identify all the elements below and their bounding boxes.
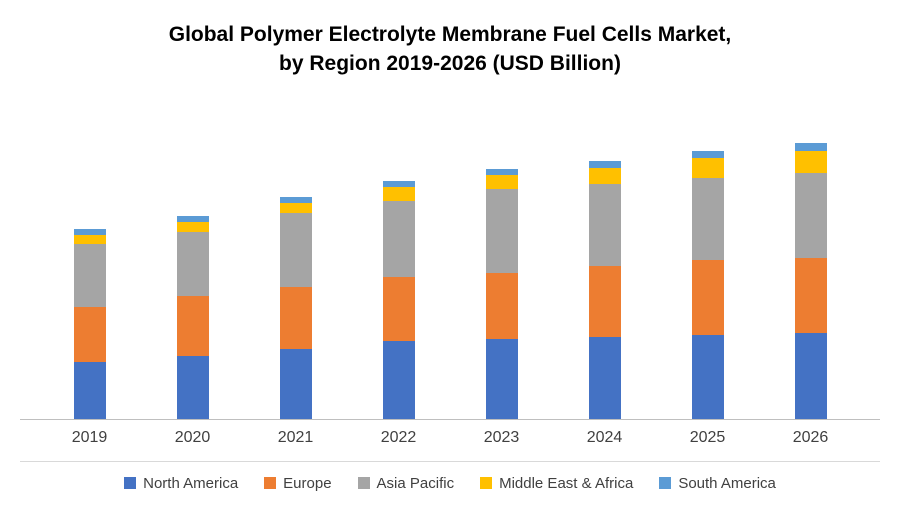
bar-segment (485, 272, 518, 339)
bar-segment (176, 221, 209, 232)
x-axis: 2019 2020 2021 2022 2023 2024 2025 2026 (20, 420, 880, 462)
stacked-bar-2024 (588, 160, 621, 419)
x-axis-label: 2024 (586, 428, 623, 446)
bar-segment (382, 276, 415, 341)
legend-item: Middle East & Africa (480, 475, 633, 492)
bar-segment (382, 200, 415, 277)
bar-segment (691, 259, 724, 335)
legend-label: Asia Pacific (376, 474, 455, 492)
legend-label: Europe (283, 474, 332, 492)
bar-segment (382, 340, 415, 419)
bar-segment (794, 332, 827, 419)
legend-item: South America (659, 475, 776, 492)
stacked-bar-2026 (794, 142, 827, 419)
bar-segment (588, 336, 621, 419)
bar-segment (794, 257, 827, 333)
x-axis-label: 2023 (483, 428, 520, 446)
bar-segment (73, 243, 106, 307)
bar-cell-2023 (450, 168, 553, 419)
bar-segment (382, 186, 415, 201)
stacked-bar-2022 (382, 180, 415, 419)
bar-segment (588, 183, 621, 266)
stacked-bar-2020 (176, 215, 209, 419)
bar-segment (73, 234, 106, 244)
stacked-bar-2021 (279, 196, 312, 419)
bar-segment (588, 167, 621, 184)
legend-swatch-icon (480, 477, 493, 490)
bar-segment (794, 172, 827, 258)
legend-swatch-icon (124, 477, 137, 490)
bar-segment (485, 168, 518, 175)
bar-segment (279, 286, 312, 349)
bar-segment (176, 295, 209, 356)
x-axis-label: 2019 (71, 428, 108, 446)
legend-item: Asia Pacific (357, 474, 455, 492)
bar-segment (485, 338, 518, 419)
legend-swatch-icon (357, 477, 370, 490)
legend-item: North America (124, 475, 238, 492)
bar-segment (691, 177, 724, 260)
legend-label: South America (678, 474, 776, 492)
x-axis-label: 2021 (277, 428, 314, 446)
bar-segment (691, 150, 724, 158)
x-axis-label: 2026 (792, 428, 829, 446)
bar-cell-2024 (553, 160, 656, 419)
x-axis-label: 2025 (689, 428, 726, 446)
bar-segment (691, 157, 724, 178)
bar-cell-2019 (38, 228, 141, 419)
bars-row (20, 142, 880, 419)
x-axis-label: 2022 (380, 428, 417, 446)
bar-cell-2021 (244, 196, 347, 419)
legend-swatch-icon (264, 477, 277, 490)
bar-segment (794, 150, 827, 173)
stacked-bar-2023 (485, 168, 518, 419)
plot-area (20, 89, 880, 420)
bar-segment (588, 265, 621, 337)
bar-segment (73, 306, 106, 362)
bar-segment (382, 180, 415, 187)
bar-segment (279, 212, 312, 287)
bar-segment (279, 196, 312, 203)
bar-segment (176, 355, 209, 419)
bar-segment (794, 142, 827, 151)
legend-swatch-icon (659, 477, 672, 490)
bar-segment (73, 361, 106, 419)
bar-segment (485, 174, 518, 189)
bar-segment (279, 348, 312, 419)
legend-item: Europe (264, 474, 332, 492)
bar-cell-2025 (656, 150, 759, 419)
chart-title: Global Polymer Electrolyte Membrane Fuel… (0, 20, 900, 79)
bar-segment (73, 228, 106, 235)
bar-cell-2026 (759, 142, 862, 419)
chart-title-line1: Global Polymer Electrolyte Membrane Fuel… (168, 23, 732, 46)
chart-title-line2: by Region 2019-2026 (USD Billion) (279, 52, 621, 76)
bar-segment (176, 215, 209, 222)
bar-cell-2022 (347, 180, 450, 419)
bar-cell-2020 (141, 215, 244, 419)
bar-segment (485, 188, 518, 273)
bar-segment (588, 160, 621, 168)
x-axis-label: 2020 (174, 428, 211, 446)
legend-label: North America (143, 474, 239, 492)
stacked-bar-2025 (691, 150, 724, 419)
bar-segment (279, 202, 312, 213)
bar-segment (691, 334, 724, 419)
legend-label: Middle East & Africa (499, 474, 634, 492)
bar-segment (176, 231, 209, 296)
legend: North America Europe Asia Pacific Middle Ea… (0, 475, 900, 492)
stacked-bar-2019 (73, 228, 106, 419)
